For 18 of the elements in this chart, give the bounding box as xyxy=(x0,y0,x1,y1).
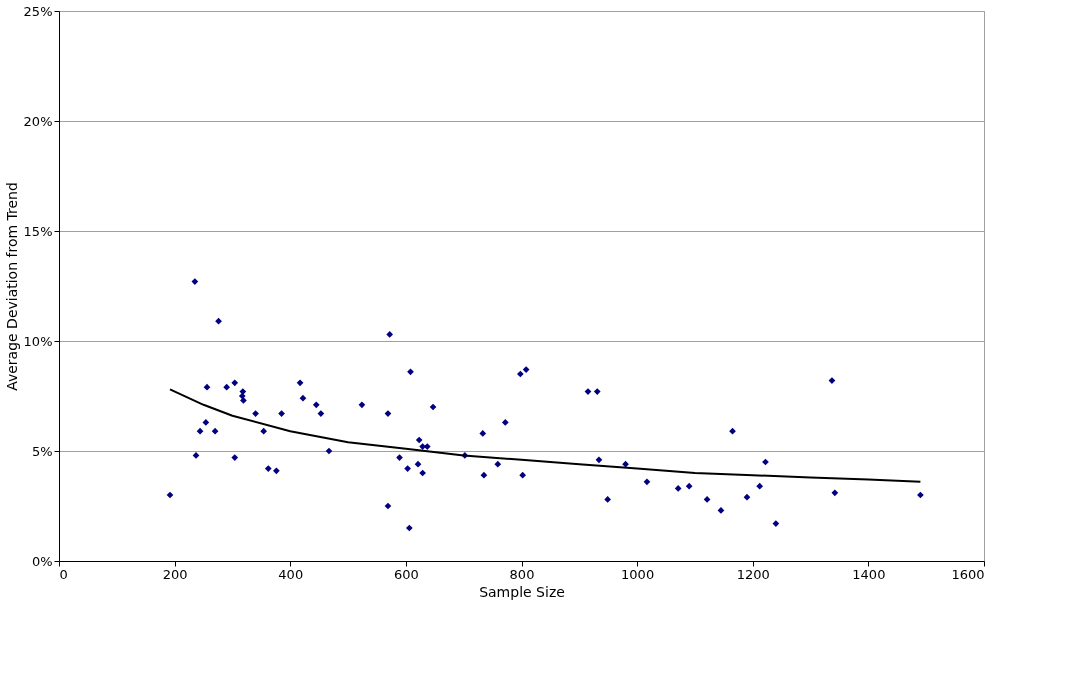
y-tick-label: 25% xyxy=(23,3,53,19)
x-tick-label: 1000 xyxy=(621,566,655,582)
x-tick-label: 800 xyxy=(509,566,535,582)
x-tick-label: 1200 xyxy=(736,566,770,582)
x-tick-label: 0 xyxy=(59,566,68,582)
y-tick-label: 10% xyxy=(23,333,53,349)
x-tick-label: 400 xyxy=(278,566,304,582)
line-series xyxy=(169,388,922,483)
y-tick-label: 15% xyxy=(23,223,53,239)
x-tick-label: 1400 xyxy=(852,566,886,582)
y-axis-title: Average Deviation from Trend xyxy=(3,182,20,391)
y-tick-label: 20% xyxy=(23,113,53,129)
x-tick-label: 600 xyxy=(393,566,419,582)
y-tick-label: 5% xyxy=(31,443,53,459)
x-tick-label: 200 xyxy=(162,566,188,582)
y-tick-label: 0% xyxy=(31,553,53,569)
x-tick-label: 1600 xyxy=(951,566,985,582)
x-axis-title: Sample Size xyxy=(479,583,565,600)
